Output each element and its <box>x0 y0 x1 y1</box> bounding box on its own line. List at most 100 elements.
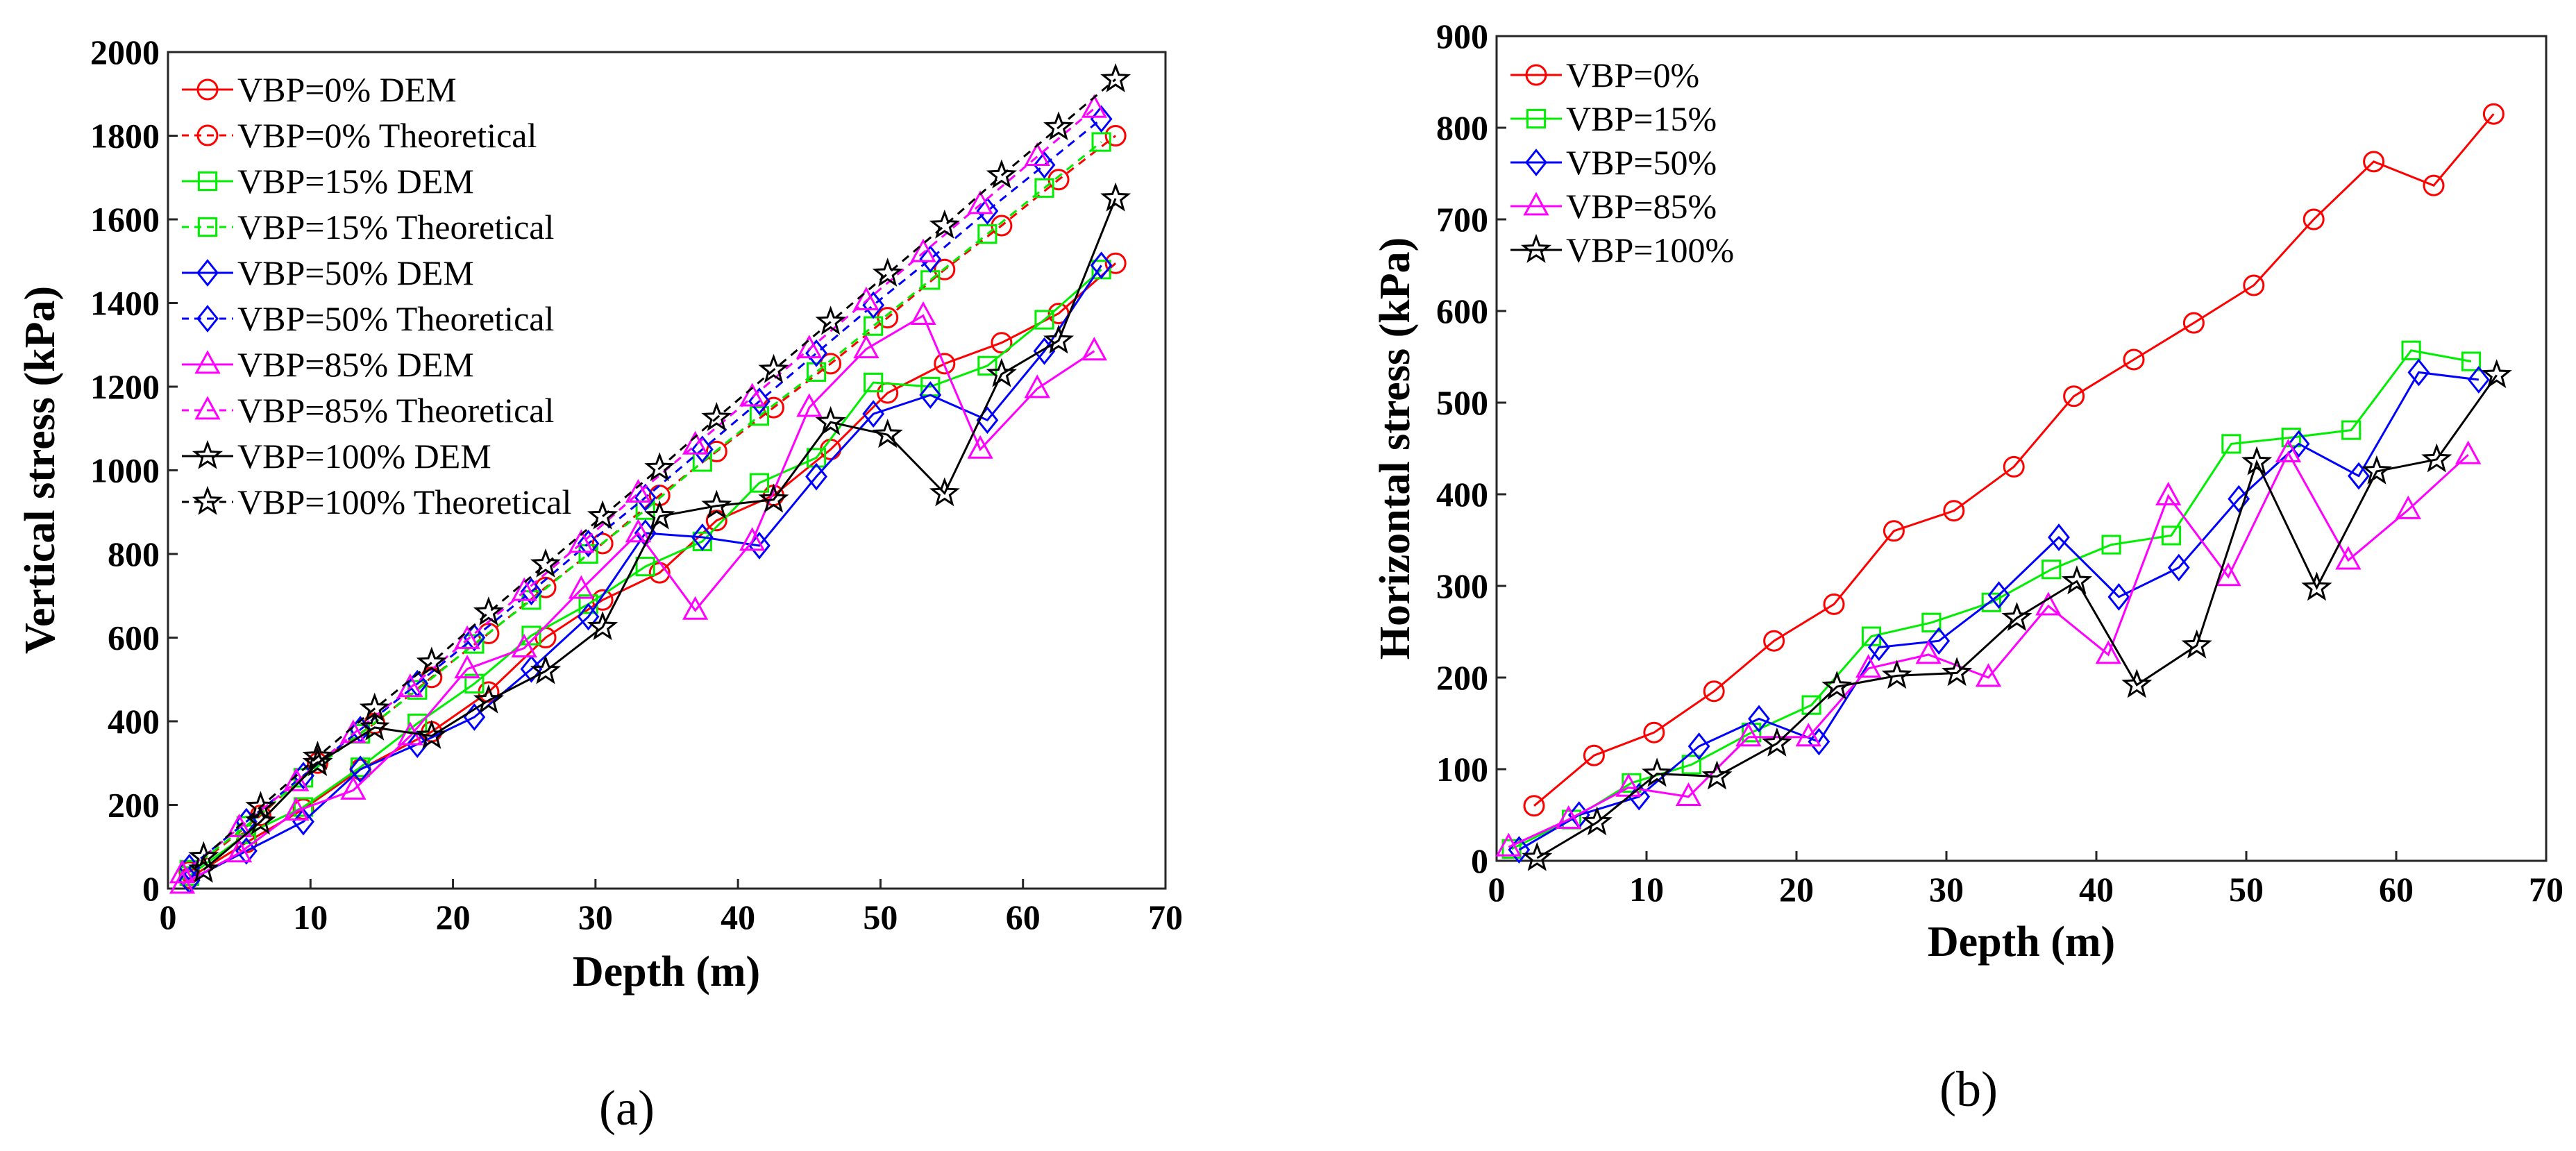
data-point <box>1987 581 2010 610</box>
data-point <box>1915 640 1942 664</box>
data-point <box>1081 337 1107 361</box>
y-tick-label: 800 <box>108 535 160 573</box>
data-point <box>1675 782 1702 806</box>
data-point <box>416 646 447 676</box>
legend-marker <box>194 350 221 374</box>
data-point <box>2061 565 2092 595</box>
data-point <box>2123 348 2145 371</box>
data-point <box>454 625 480 649</box>
data-point <box>1024 374 1050 398</box>
data-point <box>1881 659 1912 689</box>
data-point <box>758 483 789 513</box>
legend-label: VBP=50% DEM <box>237 253 474 292</box>
data-point <box>511 633 537 657</box>
legend-marker <box>1525 64 1547 86</box>
data-point <box>796 335 823 359</box>
legend-marker <box>196 305 219 333</box>
data-point <box>864 372 884 393</box>
data-point <box>919 381 942 409</box>
data-point <box>1808 728 1830 756</box>
data-point <box>701 489 732 519</box>
data-point <box>1823 593 1845 615</box>
series-vbp-100- <box>1522 359 2512 871</box>
x-tick-label: 20 <box>436 898 471 936</box>
data-point <box>701 401 732 431</box>
series-line <box>203 78 1117 858</box>
series-line <box>1533 113 2495 807</box>
data-point <box>872 419 903 448</box>
x-axis-label-b: Depth (m) <box>1928 918 2115 966</box>
legend-label: VBP=15% DEM <box>237 162 474 201</box>
data-point <box>1583 744 1605 766</box>
data-point <box>1043 324 1075 354</box>
legend-marker <box>196 78 219 101</box>
data-point <box>2287 430 2310 458</box>
data-point <box>934 353 956 375</box>
y-tick-label: 1200 <box>90 367 160 406</box>
data-point <box>2303 208 2325 230</box>
data-point <box>919 245 942 274</box>
y-tick-label: 1800 <box>90 117 160 156</box>
data-point <box>967 435 993 459</box>
axis-ticks-a: 0 10 20 30 40 50 60 70 0 200 400 600 800 1000 1200 1400… <box>90 33 1183 936</box>
series-vbp-100-theoretical <box>188 63 1131 871</box>
legend-label: VBP=100% DEM <box>237 437 491 476</box>
data-point <box>625 519 652 543</box>
data-point <box>2042 560 2062 580</box>
data-point <box>1581 806 1613 836</box>
series-line <box>181 108 1095 875</box>
data-point <box>2215 562 2241 587</box>
legend-marker <box>197 217 218 237</box>
data-point <box>1043 111 1075 141</box>
data-point <box>1523 795 1545 817</box>
data-point <box>1034 310 1054 330</box>
data-point <box>245 805 276 835</box>
data-point <box>682 430 709 455</box>
data-point <box>2167 553 2190 582</box>
series-line <box>188 135 1117 873</box>
data-point <box>1495 832 1522 857</box>
series-line <box>203 198 1117 871</box>
data-point <box>473 684 505 714</box>
y-axis-label-a: Vertical stress (kPa) <box>17 286 64 654</box>
y-tick-label: 300 <box>1436 566 1488 605</box>
data-point <box>587 611 618 641</box>
data-point <box>587 500 618 530</box>
data-point <box>2221 434 2241 454</box>
data-point <box>530 655 562 684</box>
data-point <box>463 623 486 652</box>
series-line <box>188 269 1102 877</box>
y-axis-label-b: Horizontal stress (kPa) <box>1372 237 1419 659</box>
data-point <box>1928 627 1951 655</box>
data-point <box>1801 695 1821 715</box>
x-tick-label: 30 <box>1929 870 1964 909</box>
data-point <box>2482 103 2505 125</box>
data-point <box>340 775 367 800</box>
legend-label: VBP=0% <box>1566 56 1699 94</box>
series-vbp-85-theoretical <box>169 94 1107 884</box>
data-point <box>169 859 196 884</box>
data-point <box>2407 358 2430 387</box>
caption-b: (b) <box>1939 1061 1998 1117</box>
data-point <box>520 578 543 606</box>
data-point <box>302 746 333 776</box>
data-point <box>416 719 447 749</box>
data-point <box>1795 723 1821 747</box>
data-point <box>796 393 823 417</box>
data-point <box>815 405 846 435</box>
data-point <box>977 224 997 244</box>
series-layer-b <box>1495 103 2512 871</box>
legend-label: VBP=100% Theoretical <box>237 482 571 521</box>
x-tick-label: 0 <box>1488 870 1506 909</box>
data-point <box>1821 670 1853 700</box>
data-point <box>1033 337 1056 365</box>
legend-marker <box>196 124 219 146</box>
data-point <box>1742 723 1762 743</box>
data-point <box>188 841 219 871</box>
series-line <box>181 314 1095 886</box>
data-point <box>2348 462 2370 490</box>
series-line <box>189 262 1117 880</box>
data-point <box>188 853 219 883</box>
data-point <box>1943 500 1965 522</box>
y-tick-label: 400 <box>1436 475 1488 514</box>
